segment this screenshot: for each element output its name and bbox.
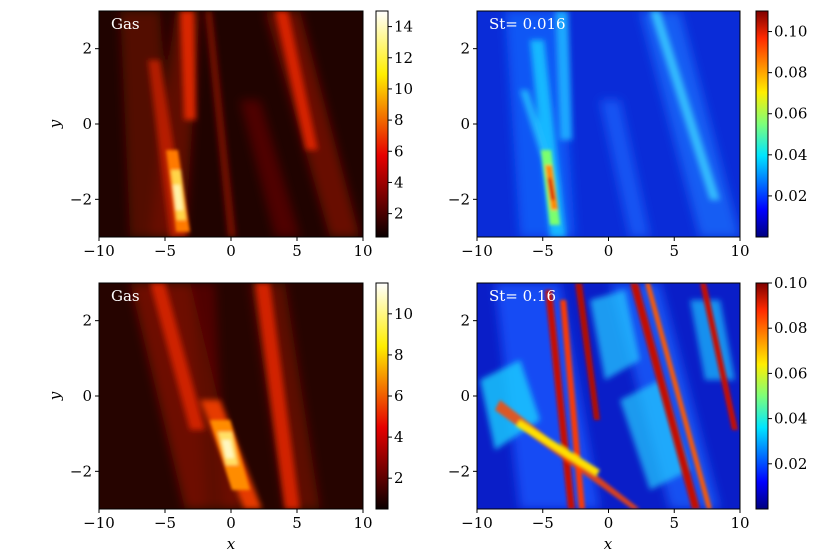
x-tick-label-gas-bottom-2: 0 (226, 514, 236, 532)
colorbar-tick-label-gas-top-2: 6 (394, 142, 404, 160)
panel-st-0016: St= 0.016 −10 −5 0 5 10 20−2 0.020.040.060.0… (448, 10, 807, 260)
x-tick-label-st-0016-3: 5 (669, 242, 679, 260)
colorbar-gas-top: 2 4 6 8 10 12 14 (375, 10, 413, 238)
colorbar-tick-label-gas-top-4: 10 (394, 80, 413, 98)
colorbar-st-0016: 0.02 0.04 0.06 0.08 0.10 (755, 10, 807, 238)
colorbar-tick-label-gas-bottom-0: 2 (394, 469, 404, 487)
x-tick-label-st-0016-0: −10 (461, 242, 493, 260)
x-tick-label-gas-bottom-1: −5 (154, 514, 176, 532)
colorbar-tick-label-st-016-2: 0.06 (774, 364, 807, 382)
panel-gas-top: Gas −10 −5 0 5 10 2 0 −2 y 2 4 6 8 10 12 14 (46, 10, 413, 260)
colorbar-gas-bottom: 2 4 6 8 10 (375, 282, 413, 510)
panel-label-st-016: St= 0.16 (489, 287, 556, 305)
colorbar-tick-label-st-0016-4: 0.10 (774, 23, 807, 41)
panel-st-016: St= 0.16 −10 −5 0 5 10 20−2 x 0.020.040.060.… (448, 274, 808, 553)
y-tick-label-st-016-0: 2 (460, 312, 470, 330)
y-tick-label-gas-bottom-0: 2 (82, 312, 92, 330)
x-axis-gas-top: −10 −5 0 5 10 (83, 237, 373, 260)
colorbar-st-016: 0.02 0.04 0.06 0.08 0.10 (755, 274, 807, 510)
y-tick-label-st-016-2: −2 (448, 462, 470, 480)
panel-label-st-0016: St= 0.016 (489, 15, 566, 33)
x-tick-label-st-016-3: 5 (669, 514, 679, 532)
x-tick-label-st-016-2: 0 (604, 514, 614, 532)
x-axis-st-0016: −10 −5 0 5 10 (461, 237, 750, 260)
colorbar-tick-label-gas-bottom-4: 10 (394, 305, 413, 323)
density-map-gas-top (99, 11, 363, 237)
colorbar-tick-label-st-016-3: 0.08 (774, 319, 807, 337)
panel-gas-bottom: Gas −10 −5 0 5 10 2 0 −2 y x 2 4 6 8 10 (46, 282, 413, 553)
x-tick-label-st-016-4: 10 (730, 514, 749, 532)
y-axis-label-gas-top: y (46, 119, 64, 129)
x-tick-label-gas-top-1: −5 (154, 242, 176, 260)
x-tick-label-gas-top-2: 0 (226, 242, 236, 260)
colorbar-tick-label-gas-bottom-2: 6 (394, 387, 404, 405)
x-tick-label-gas-bottom-0: −10 (83, 514, 115, 532)
y-tick-label-gas-top-2: −2 (70, 190, 92, 208)
y-axis-st-016: 2 0 −2 (448, 312, 477, 480)
colorbar-tick-label-gas-top-5: 12 (394, 49, 413, 67)
x-axis-st-016: −10 −5 0 5 10 (461, 509, 750, 532)
colorbar-tick-label-st-016-4: 0.10 (774, 274, 807, 292)
x-tick-label-gas-bottom-4: 10 (353, 514, 372, 532)
x-tick-label-st-0016-2: 0 (604, 242, 614, 260)
panel-label-gas-top: Gas (111, 15, 140, 33)
y-axis-gas-top: 2 0 −2 (70, 40, 99, 208)
panel-label-gas-bottom: Gas (111, 287, 140, 305)
colorbar-tick-label-st-0016-3: 0.08 (774, 64, 807, 82)
density-map-st-016 (477, 283, 740, 509)
x-tick-label-gas-bottom-3: 5 (292, 514, 302, 532)
x-tick-label-st-016-1: −5 (532, 514, 554, 532)
y-axis-label-gas-bottom: y (46, 391, 64, 401)
y-tick-label-gas-bottom-1: 0 (82, 387, 92, 405)
colorbar-tick-label-st-016-0: 0.02 (774, 455, 807, 473)
colorbar-tick-label-st-0016-2: 0.06 (774, 105, 807, 123)
x-tick-label-st-0016-4: 10 (730, 242, 749, 260)
y-tick-label-st-0016-1: 0 (460, 115, 470, 133)
colorbar-tick-label-gas-top-0: 2 (394, 205, 404, 223)
y-tick-label-st-0016-0: 2 (460, 40, 470, 58)
x-tick-label-gas-top-4: 10 (353, 242, 372, 260)
density-map-gas-bottom (99, 283, 363, 509)
y-tick-label-gas-top-0: 2 (82, 40, 92, 58)
x-axis-label-gas-bottom: x (227, 535, 236, 553)
colorbar-tick-label-gas-top-6: 14 (394, 18, 413, 36)
y-axis-st-0016: 2 0 −2 (448, 40, 477, 208)
y-tick-label-gas-bottom-2: −2 (70, 462, 92, 480)
colorbar-tick-label-gas-top-3: 8 (394, 111, 404, 129)
x-tick-label-gas-top-3: 5 (292, 242, 302, 260)
colorbar-tick-label-st-0016-0: 0.02 (774, 187, 807, 205)
y-tick-label-st-0016-2: −2 (448, 190, 470, 208)
y-axis-gas-bottom: 2 0 −2 (70, 312, 99, 480)
y-tick-label-st-016-1: 0 (460, 387, 470, 405)
x-tick-label-gas-top-0: −10 (83, 242, 115, 260)
colorbar-tick-label-gas-bottom-1: 4 (394, 428, 404, 446)
x-axis-gas-bottom: −10 −5 0 5 10 (83, 509, 373, 532)
colorbar-tick-label-gas-bottom-3: 8 (394, 346, 404, 364)
density-map-st-0016 (477, 11, 740, 237)
y-tick-label-gas-top-1: 0 (82, 115, 92, 133)
x-tick-label-st-016-0: −10 (461, 514, 493, 532)
colorbar-tick-label-st-0016-1: 0.04 (774, 146, 807, 164)
colorbar-tick-label-st-016-1: 0.04 (774, 410, 807, 428)
x-axis-label-st-016: x (604, 535, 613, 553)
x-tick-label-st-0016-1: −5 (532, 242, 554, 260)
colorbar-tick-label-gas-top-1: 4 (394, 173, 404, 191)
